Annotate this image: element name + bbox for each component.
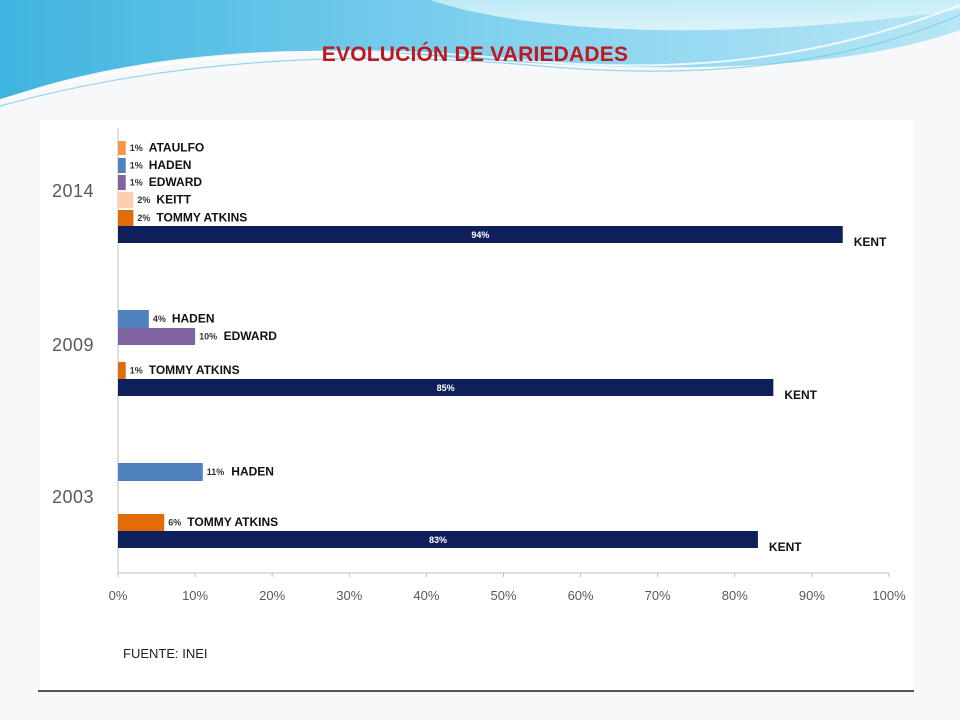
data-label: 1% bbox=[130, 366, 143, 376]
category-label: HADEN bbox=[172, 312, 215, 326]
data-label: 2% bbox=[137, 195, 150, 205]
data-label: 10% bbox=[199, 332, 217, 342]
bar bbox=[118, 514, 165, 531]
x-tick-label: 80% bbox=[722, 588, 748, 603]
x-tick-label: 40% bbox=[413, 588, 439, 603]
category-label: HADEN bbox=[149, 158, 192, 172]
category-label: KEITT bbox=[156, 193, 191, 207]
x-tick-label: 90% bbox=[799, 588, 825, 603]
data-label: 4% bbox=[153, 314, 166, 324]
source-note: FUENTE: INEI bbox=[123, 646, 208, 661]
category-label: EDWARD bbox=[224, 329, 278, 343]
header-wave-line-2 bbox=[0, 14, 960, 107]
bar bbox=[118, 463, 203, 481]
year-label: 2009 bbox=[52, 335, 94, 355]
bar bbox=[118, 328, 196, 345]
category-label: TOMMY ATKINS bbox=[187, 515, 278, 529]
bar bbox=[118, 192, 134, 208]
bar bbox=[118, 141, 126, 155]
x-tick-label: 60% bbox=[568, 588, 594, 603]
data-label: 94% bbox=[471, 230, 489, 240]
year-label: 2003 bbox=[52, 487, 94, 507]
bar bbox=[118, 175, 126, 190]
x-tick-label: 30% bbox=[336, 588, 362, 603]
x-tick-label: 10% bbox=[182, 588, 208, 603]
category-label: TOMMY ATKINS bbox=[156, 211, 247, 225]
data-label: 11% bbox=[207, 467, 225, 477]
chart-panel bbox=[40, 120, 914, 690]
year-label: 2014 bbox=[52, 181, 94, 201]
category-label: HADEN bbox=[231, 465, 274, 479]
data-label: 83% bbox=[429, 535, 447, 545]
category-label: KENT bbox=[784, 388, 817, 402]
data-label: 6% bbox=[168, 518, 181, 528]
bottom-divider bbox=[38, 690, 914, 692]
header-wave-highlight bbox=[430, 0, 960, 31]
category-label: ATAULFO bbox=[149, 141, 205, 155]
category-label: KENT bbox=[769, 540, 802, 554]
category-label: KENT bbox=[854, 235, 887, 249]
bar bbox=[118, 310, 149, 328]
bar bbox=[118, 379, 774, 396]
bar bbox=[118, 158, 126, 173]
bar bbox=[118, 210, 134, 226]
category-label: EDWARD bbox=[149, 175, 203, 189]
bar bbox=[118, 362, 126, 379]
x-tick-label: 70% bbox=[645, 588, 671, 603]
category-label: TOMMY ATKINS bbox=[149, 363, 240, 377]
x-tick-label: 20% bbox=[259, 588, 285, 603]
header-wave-line bbox=[0, 4, 960, 101]
slide-title: EVOLUCIÓN DE VARIEDADES bbox=[321, 43, 629, 66]
data-label: 2% bbox=[137, 213, 150, 223]
bar bbox=[118, 531, 758, 548]
data-label: 1% bbox=[130, 178, 143, 188]
bar bbox=[118, 226, 843, 243]
x-tick-label: 100% bbox=[872, 588, 906, 603]
data-label: 1% bbox=[130, 143, 143, 153]
x-tick-label: 50% bbox=[490, 588, 516, 603]
x-tick-label: 0% bbox=[109, 588, 128, 603]
data-label: 1% bbox=[130, 161, 143, 171]
data-label: 85% bbox=[437, 383, 455, 393]
